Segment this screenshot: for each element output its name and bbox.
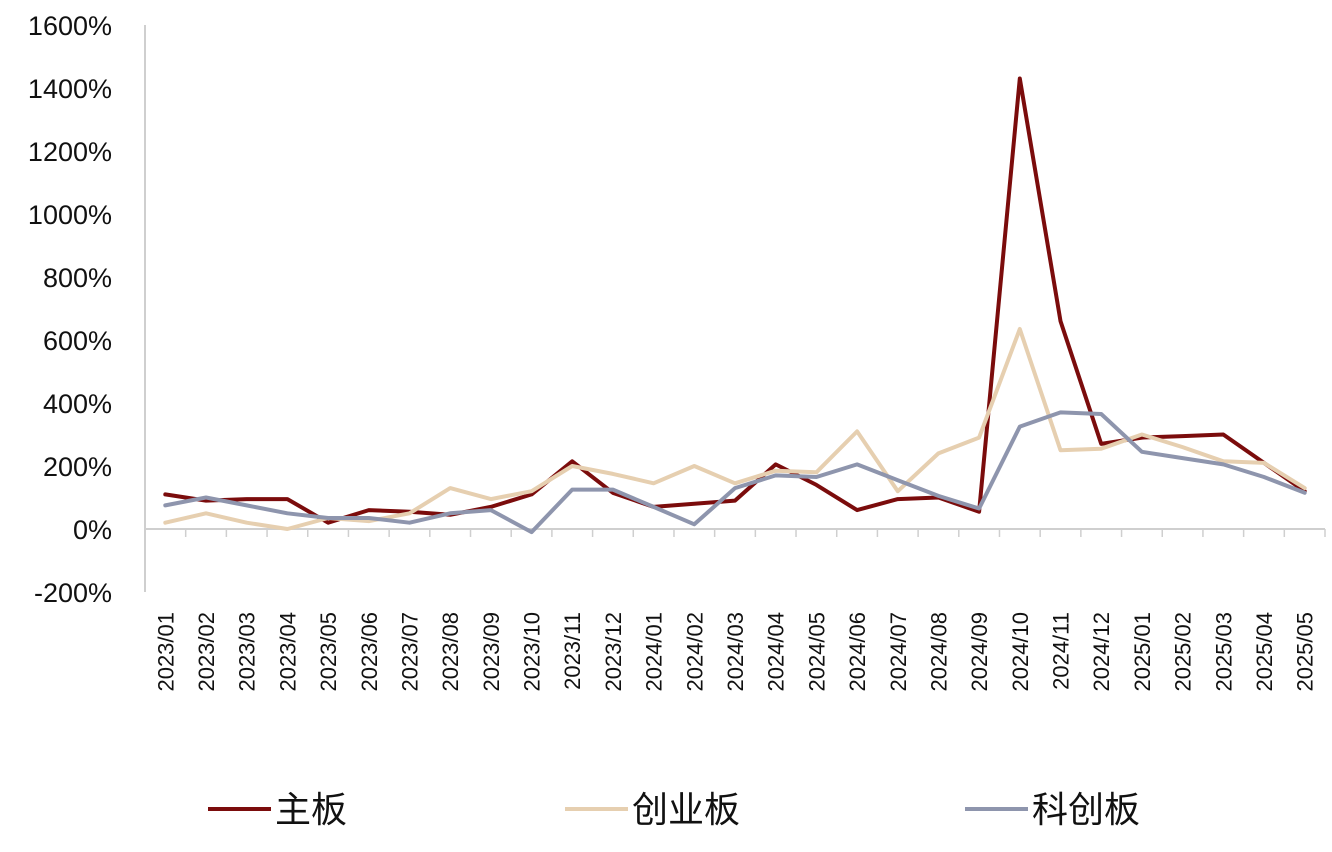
x-tick-label: 2024/09 — [967, 612, 992, 692]
x-tick-label: 2023/05 — [316, 612, 341, 692]
x-tick-label: 2025/04 — [1252, 612, 1277, 692]
x-tick-label: 2023/04 — [275, 612, 300, 692]
y-tick-label: 1200% — [28, 137, 112, 167]
series-line-2 — [163, 410, 1307, 535]
x-tick-label: 2024/10 — [1008, 612, 1033, 692]
x-tick-label: 2024/04 — [764, 612, 789, 692]
x-tick-label: 2024/05 — [804, 612, 829, 692]
y-tick-label: 800% — [43, 263, 112, 293]
x-tick-label: 2024/01 — [642, 612, 667, 692]
y-tick-label: 1000% — [28, 200, 112, 230]
x-tick-label: 2023/11 — [560, 612, 585, 690]
x-tick-label: 2024/11 — [1049, 612, 1074, 690]
chart-legend: 主板 创业板 科创板 — [208, 790, 1140, 831]
legend-label-2: 科创板 — [1032, 790, 1140, 831]
chart-axes: -200% 0% 200% 400% 600% 800% 1000% 1200% 1400% 16… — [28, 11, 1326, 692]
x-tick-label: 2024/02 — [682, 612, 707, 692]
x-tick-label: 2025/03 — [1211, 612, 1236, 692]
x-tick-label: 2025/02 — [1171, 612, 1196, 692]
y-tick-label: 1600% — [28, 11, 112, 41]
y-tick-label: 400% — [43, 389, 112, 419]
x-tick-label: 2024/08 — [926, 612, 951, 692]
y-tick-label: 1400% — [28, 74, 112, 104]
x-tick-label: 2024/12 — [1089, 612, 1114, 692]
x-tick-label: 2023/08 — [438, 612, 463, 692]
x-tick-label: 2025/01 — [1130, 612, 1155, 692]
y-tick-label: -200% — [34, 578, 112, 608]
x-tick-label: 2024/06 — [845, 612, 870, 692]
x-tick-label: 2024/03 — [723, 612, 748, 692]
x-tick-label: 2023/09 — [479, 612, 504, 692]
legend-label-1: 创业板 — [632, 790, 740, 831]
x-tick-label: 2023/10 — [520, 612, 545, 692]
x-tick-label: 2023/12 — [601, 612, 626, 692]
x-tick-label: 2025/05 — [1293, 612, 1318, 692]
legend-label-0: 主板 — [275, 790, 347, 831]
x-tick-label: 2023/01 — [153, 612, 178, 692]
x-tick-label: 2024/07 — [886, 612, 911, 692]
series-line-0 — [163, 76, 1307, 525]
x-tick-label: 2023/07 — [397, 612, 422, 692]
y-tick-label: 200% — [43, 452, 112, 482]
y-tick-label: 0% — [73, 515, 112, 545]
chart-series — [163, 76, 1307, 535]
y-tick-label: 600% — [43, 326, 112, 356]
x-tick-label: 2023/06 — [357, 612, 382, 692]
x-tick-label: 2023/03 — [235, 612, 260, 692]
x-tick-label: 2023/02 — [194, 612, 219, 692]
